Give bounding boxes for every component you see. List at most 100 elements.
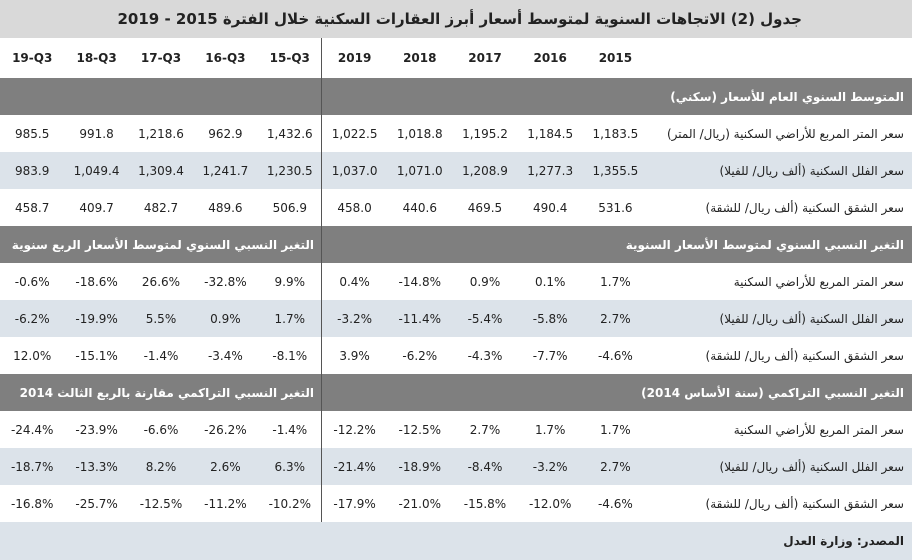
source-row	[0, 522, 912, 560]
cell-value: 1,022.5	[331, 126, 378, 141]
cell-value: 983.9	[15, 163, 50, 178]
table-title: جدول (2) الاتجاهات السنوية لمتوسط أسعار …	[0, 0, 912, 38]
cell-value: -18.9%	[398, 459, 441, 474]
cell-value: 531.6	[598, 200, 633, 215]
cell-value: 0.1%	[534, 274, 566, 289]
cell-value: 985.5	[15, 126, 50, 141]
section-title: المتوسط السنوي العام للأسعار (سكني)	[670, 89, 904, 104]
section-bar	[0, 374, 912, 411]
cell-value: -8.4%	[467, 459, 503, 474]
column-header: 16-Q3	[205, 51, 246, 65]
cell-value: -3.2%	[532, 459, 568, 474]
column-header: 19-Q3	[12, 51, 53, 65]
cell-value: 458.0	[337, 200, 372, 215]
cell-value: -14.8%	[398, 274, 441, 289]
cell-value: -3.2%	[337, 311, 372, 326]
cell-value: -6.2%	[14, 311, 50, 326]
table-row	[0, 152, 912, 189]
cell-value: -18.6%	[75, 274, 118, 289]
cell-value: 3.9%	[339, 348, 370, 363]
cell-value: 5.5%	[145, 311, 177, 326]
cell-value: -21.0%	[398, 496, 441, 511]
cell-value: 12.0%	[13, 348, 52, 363]
column-header: 2017	[468, 51, 502, 65]
cell-value: 1,309.4	[138, 163, 184, 178]
cell-value: 409.7	[79, 200, 114, 215]
cell-value: 26.6%	[141, 274, 181, 289]
cell-value: 2.7%	[600, 459, 631, 474]
row-label: سعر الشقق السكنية (ألف ريال/ للشقة)	[705, 348, 904, 363]
cell-value: 1,195.2	[462, 126, 508, 141]
cell-value: -7.7%	[532, 348, 568, 363]
cell-value: 1,049.4	[73, 163, 120, 178]
cell-value: -4.6%	[597, 496, 633, 511]
cell-value: -25.7%	[75, 496, 118, 511]
cell-value: -12.5%	[139, 496, 183, 511]
column-header: 2018	[403, 51, 437, 65]
cell-value: -1.4%	[143, 348, 179, 363]
column-divider	[321, 38, 322, 522]
cell-value: -12.5%	[398, 422, 441, 437]
cell-value: 1,241.7	[202, 163, 249, 178]
cell-value: 458.7	[15, 200, 50, 215]
cell-value: -18.7%	[10, 459, 54, 474]
cell-value: -11.4%	[398, 311, 441, 326]
cell-value: 6.3%	[274, 459, 306, 474]
cell-value: 1,218.6	[138, 126, 184, 141]
cell-value: -16.8%	[10, 496, 54, 511]
cell-value: -12.0%	[528, 496, 572, 511]
row-label: سعر المتر المربع للأراضي السكنية	[733, 274, 904, 289]
column-header: 15-Q3	[269, 51, 310, 65]
cell-value: 991.8	[79, 126, 114, 141]
cell-value: 8.2%	[145, 459, 177, 474]
cell-value: -24.4%	[10, 422, 54, 437]
cell-value: -15.8%	[463, 496, 507, 511]
cell-value: 1,208.9	[462, 163, 508, 178]
column-header: 2019	[337, 51, 372, 65]
cell-value: -26.2%	[204, 422, 247, 437]
column-header: 17-Q3	[140, 51, 182, 65]
cell-value: -17.9%	[333, 496, 376, 511]
column-header: 18-Q3	[76, 51, 117, 65]
cell-value: 0.4%	[339, 274, 370, 289]
section-bar	[0, 226, 912, 263]
cell-value: 2.7%	[469, 422, 501, 437]
row-label: سعر المتر المربع للأراضي السكنية (ريال/ …	[666, 126, 904, 141]
cell-value: -6.6%	[143, 422, 179, 437]
column-header: 2016	[533, 51, 567, 65]
table-row	[0, 448, 912, 485]
cell-value: -4.6%	[597, 348, 633, 363]
table-row	[0, 300, 912, 337]
section-bar	[0, 78, 912, 115]
cell-value: -8.1%	[272, 348, 308, 363]
cell-value: 1.7%	[600, 422, 631, 437]
cell-value: 506.9	[272, 200, 307, 215]
cell-value: -19.9%	[75, 311, 118, 326]
cell-value: -32.8%	[204, 274, 247, 289]
cell-value: 2.6%	[210, 459, 241, 474]
cell-value: 2.7%	[600, 311, 631, 326]
cell-value: -13.3%	[75, 459, 118, 474]
section-title: التغير النسبي السنوي لمتوسط الأسعار السن…	[625, 237, 904, 252]
cell-value: -15.1%	[75, 348, 118, 363]
row-label: سعر الفلل السكنية (ألف ريال/ للفيلا)	[719, 163, 904, 178]
cell-value: 469.5	[467, 200, 503, 215]
cell-value: -21.4%	[333, 459, 376, 474]
cell-value: -11.2%	[204, 496, 247, 511]
source-note: المصدر: وزارة العدل	[783, 534, 904, 548]
cell-value: -0.6%	[14, 274, 50, 289]
row-label: سعر المتر المربع للأراضي السكنية	[733, 422, 904, 437]
cell-value: 0.9%	[469, 274, 501, 289]
cell-value: 482.7	[143, 200, 179, 215]
cell-value: 489.6	[208, 200, 243, 215]
cell-value: 1,277.3	[527, 163, 574, 178]
cell-value: 1,432.6	[266, 126, 313, 141]
cell-value: -1.4%	[272, 422, 308, 437]
cell-value: -3.4%	[207, 348, 243, 363]
cell-value: 1,184.5	[527, 126, 574, 141]
cell-value: 0.9%	[210, 311, 241, 326]
cell-value: -5.8%	[532, 311, 568, 326]
cell-value: -10.2%	[268, 496, 312, 511]
cell-value: 9.9%	[274, 274, 306, 289]
